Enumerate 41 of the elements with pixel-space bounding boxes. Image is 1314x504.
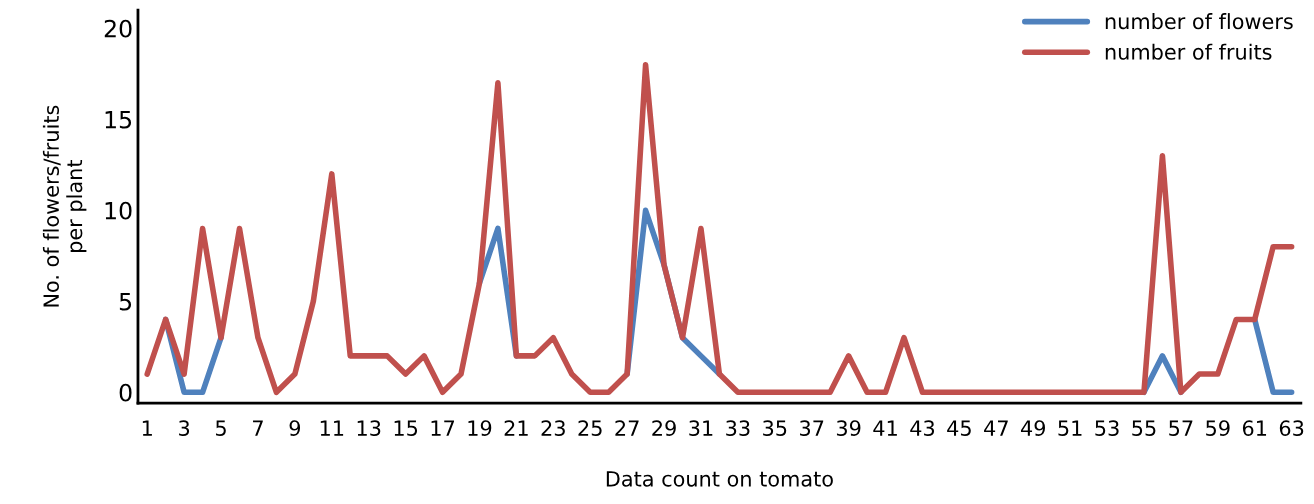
- y-axis-title: No. of flowers/fruits per plant: [42, 105, 87, 307]
- x-tick-label: 13: [357, 420, 381, 436]
- x-tick-label: 25: [578, 420, 602, 436]
- x-tick-label: 53: [1095, 420, 1119, 436]
- y-tick-label: 15: [105, 111, 132, 129]
- x-tick-label: 41: [873, 420, 897, 436]
- x-tick-label: 11: [320, 420, 344, 436]
- y-tick-label: 0: [119, 383, 132, 402]
- x-tick-label: 19: [468, 420, 492, 436]
- x-tick-label: 63: [1279, 420, 1304, 436]
- x-tick-label: 9: [289, 420, 301, 436]
- x-tick-label: 29: [652, 420, 676, 436]
- x-tick-label: 51: [1058, 420, 1082, 436]
- x-tick-label: 55: [1132, 420, 1156, 436]
- x-tick-label: 31: [689, 420, 713, 436]
- x-tick-label: 33: [726, 420, 750, 436]
- x-tick-label: 3: [179, 420, 190, 436]
- x-tick-label: 23: [541, 420, 565, 436]
- legend-label: number of flowers: [1105, 13, 1293, 30]
- x-tick-label: 61: [1242, 420, 1267, 436]
- x-tick-label: 21: [504, 420, 528, 436]
- x-tick-label: 15: [394, 420, 418, 436]
- x-tick-label: 59: [1206, 420, 1230, 436]
- legend-label: number of fruits: [1105, 43, 1272, 60]
- y-tick-label: 20: [104, 19, 132, 38]
- x-tick-label: 5: [216, 420, 226, 436]
- y-tick-label: 5: [119, 293, 132, 311]
- x-tick-label: 1: [142, 420, 152, 436]
- y-tick-label: 10: [105, 201, 132, 220]
- x-tick-label: 43: [910, 420, 935, 436]
- x-tick-label: 37: [800, 420, 824, 436]
- x-tick-label: 49: [1020, 420, 1045, 436]
- x-tick-label: 57: [1169, 420, 1193, 436]
- x-tick-label: 17: [431, 420, 455, 436]
- x-tick-label: 27: [615, 420, 639, 436]
- x-tick-label: 39: [836, 420, 861, 436]
- x-tick-label: 7: [253, 420, 263, 436]
- x-tick-label: 47: [984, 420, 1008, 436]
- x-tick-label: 35: [763, 420, 787, 436]
- x-tick-label: 45: [947, 420, 971, 436]
- x-axis-title: Data count on tomato: [606, 471, 833, 487]
